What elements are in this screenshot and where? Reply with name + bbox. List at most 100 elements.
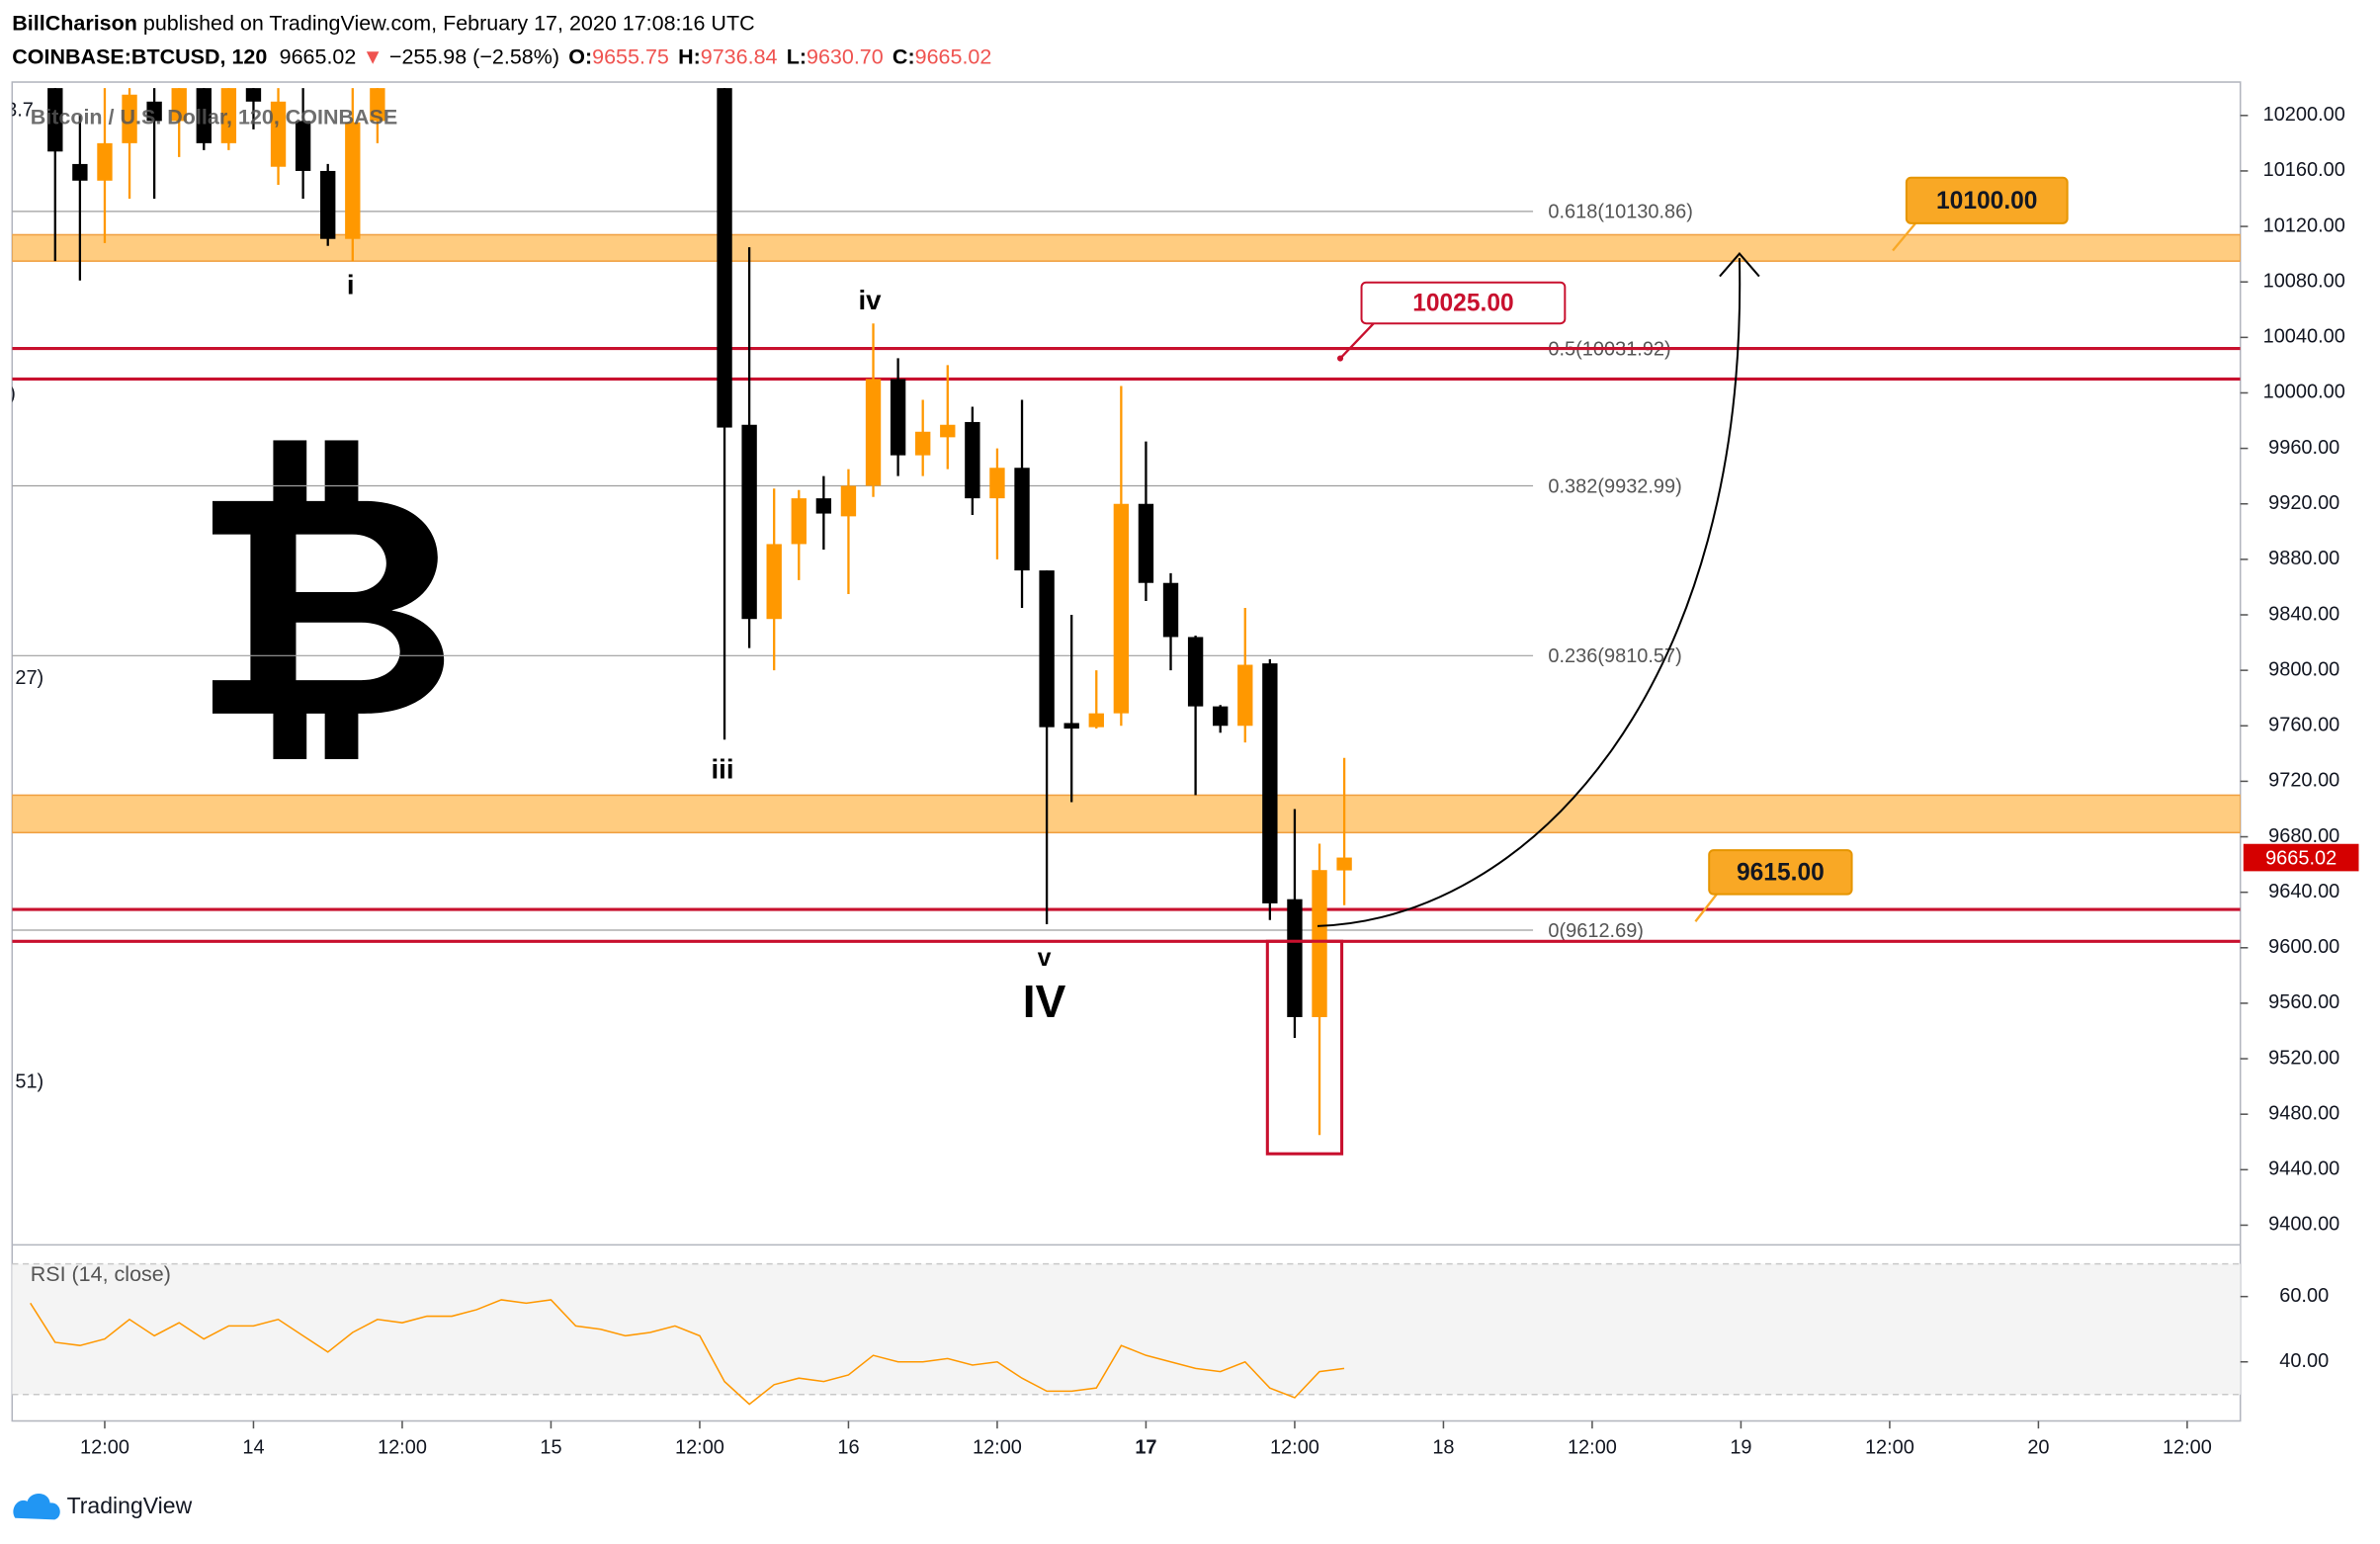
candle-body [1187,637,1204,707]
ohlc-key: O: [568,44,592,68]
note-pointer [1694,893,1718,922]
y-tick-label: 9720.00 [2268,770,2339,792]
candle [1237,607,1253,743]
wave-label: IV [1023,976,1066,1027]
candle-body [717,88,732,428]
clipped-labels: 3.7) 27) 51) [6,99,43,1092]
arrow-head [1719,252,1760,278]
footer-brand: TradingView [67,1493,193,1518]
candle-body [270,101,287,167]
note-box [1905,176,2069,224]
price-zone [12,794,2241,834]
note-pointer [1339,322,1375,360]
ohlc-key: H: [678,44,701,68]
candle-body [791,498,807,545]
candle [1213,705,1229,733]
candle-body [1312,870,1327,1017]
candle-body [890,379,906,456]
candle [965,406,980,515]
candle [815,475,832,551]
candle [741,247,757,648]
y-tick-label: 10200.00 [2263,104,2345,126]
y-tick-label: 9640.00 [2268,881,2339,902]
candle-body [320,170,336,239]
y-tick-label: 9560.00 [2268,991,2339,1013]
header-line1: BillCharison published on TradingView.co… [12,11,754,35]
candle-body [989,468,1005,499]
projection-arrow [1317,258,1742,927]
candle [1262,658,1278,920]
change: −255.98 (−2.58%) [389,44,559,68]
candle-body [1237,664,1253,727]
candle-body [1336,857,1352,871]
rsi-title: RSI (14, close) [31,1262,171,1286]
candle-body [940,424,956,438]
candle-body [1162,582,1179,638]
y-tick-label: 10120.00 [2263,214,2345,236]
y-tick-label: 9600.00 [2268,936,2339,958]
clipped-label: ) [9,384,16,405]
ohlc-value: 9655.75 [592,44,669,68]
y-tick-label: 9960.00 [2268,437,2339,459]
candle [72,115,88,281]
candle-body [965,421,980,499]
candle [1113,386,1130,727]
candle [295,88,311,200]
candle-body [1088,713,1104,728]
x-tick-label: 12:00 [675,1436,724,1458]
ohlc-key: L: [787,44,807,68]
candle [1063,615,1079,803]
candle [97,88,113,243]
ohlc-key: C: [892,44,915,68]
candle [1014,399,1030,608]
candle [717,88,732,740]
author: BillCharison [12,11,137,35]
candle-body [47,88,63,152]
candle [1312,843,1327,1136]
x-tick-label: 12:00 [1270,1436,1319,1458]
wave-label: iv [858,285,882,315]
note-text: 10100.00 [1936,188,2037,214]
price-zone [12,233,2241,262]
fib-label: 0.382(9932.99) [1548,475,1681,497]
x-tick-label: 15 [540,1436,561,1458]
x-tick-label: 12:00 [378,1436,427,1458]
candle [122,88,137,200]
candle [1162,572,1179,671]
y-tick-label: 9800.00 [2268,658,2339,680]
candle-body [295,121,311,171]
candle [370,88,385,143]
fib-label: 0(9612.69) [1548,920,1644,942]
x-tick-label: 12:00 [1865,1436,1914,1458]
clipped-label: 3.7 [6,99,34,121]
candle-body [815,498,832,514]
candle [196,88,212,150]
candle [245,88,262,129]
candle-body [1113,503,1130,714]
rsi-y-tick-label: 60.00 [2279,1285,2329,1307]
chart-frame [11,81,2242,1422]
y-tick-label: 9680.00 [2268,825,2339,847]
candle-body [345,122,361,239]
clipped-label: 27) [15,667,43,689]
clipped-label: 51) [15,1071,43,1092]
candle [47,88,63,262]
rsi-line [30,1299,1345,1406]
candle-body [370,88,385,122]
candle-body [741,424,757,620]
candle [171,88,187,157]
candle [320,163,336,246]
note-text: 10025.00 [1412,290,1513,316]
candle-body [1287,899,1303,1017]
candle [1187,636,1204,796]
ohlc-value: 9665.02 [915,44,992,68]
rsi-band [12,1263,2241,1395]
x-tick-label: 12:00 [2163,1436,2212,1458]
x-tick-label: 16 [837,1436,859,1458]
candle-body [1014,468,1030,571]
candle [840,469,857,594]
candle [890,358,906,476]
candle [865,323,882,497]
note-text: 9615.00 [1737,859,1825,886]
last-price-label: 9665.02 [2265,847,2337,869]
